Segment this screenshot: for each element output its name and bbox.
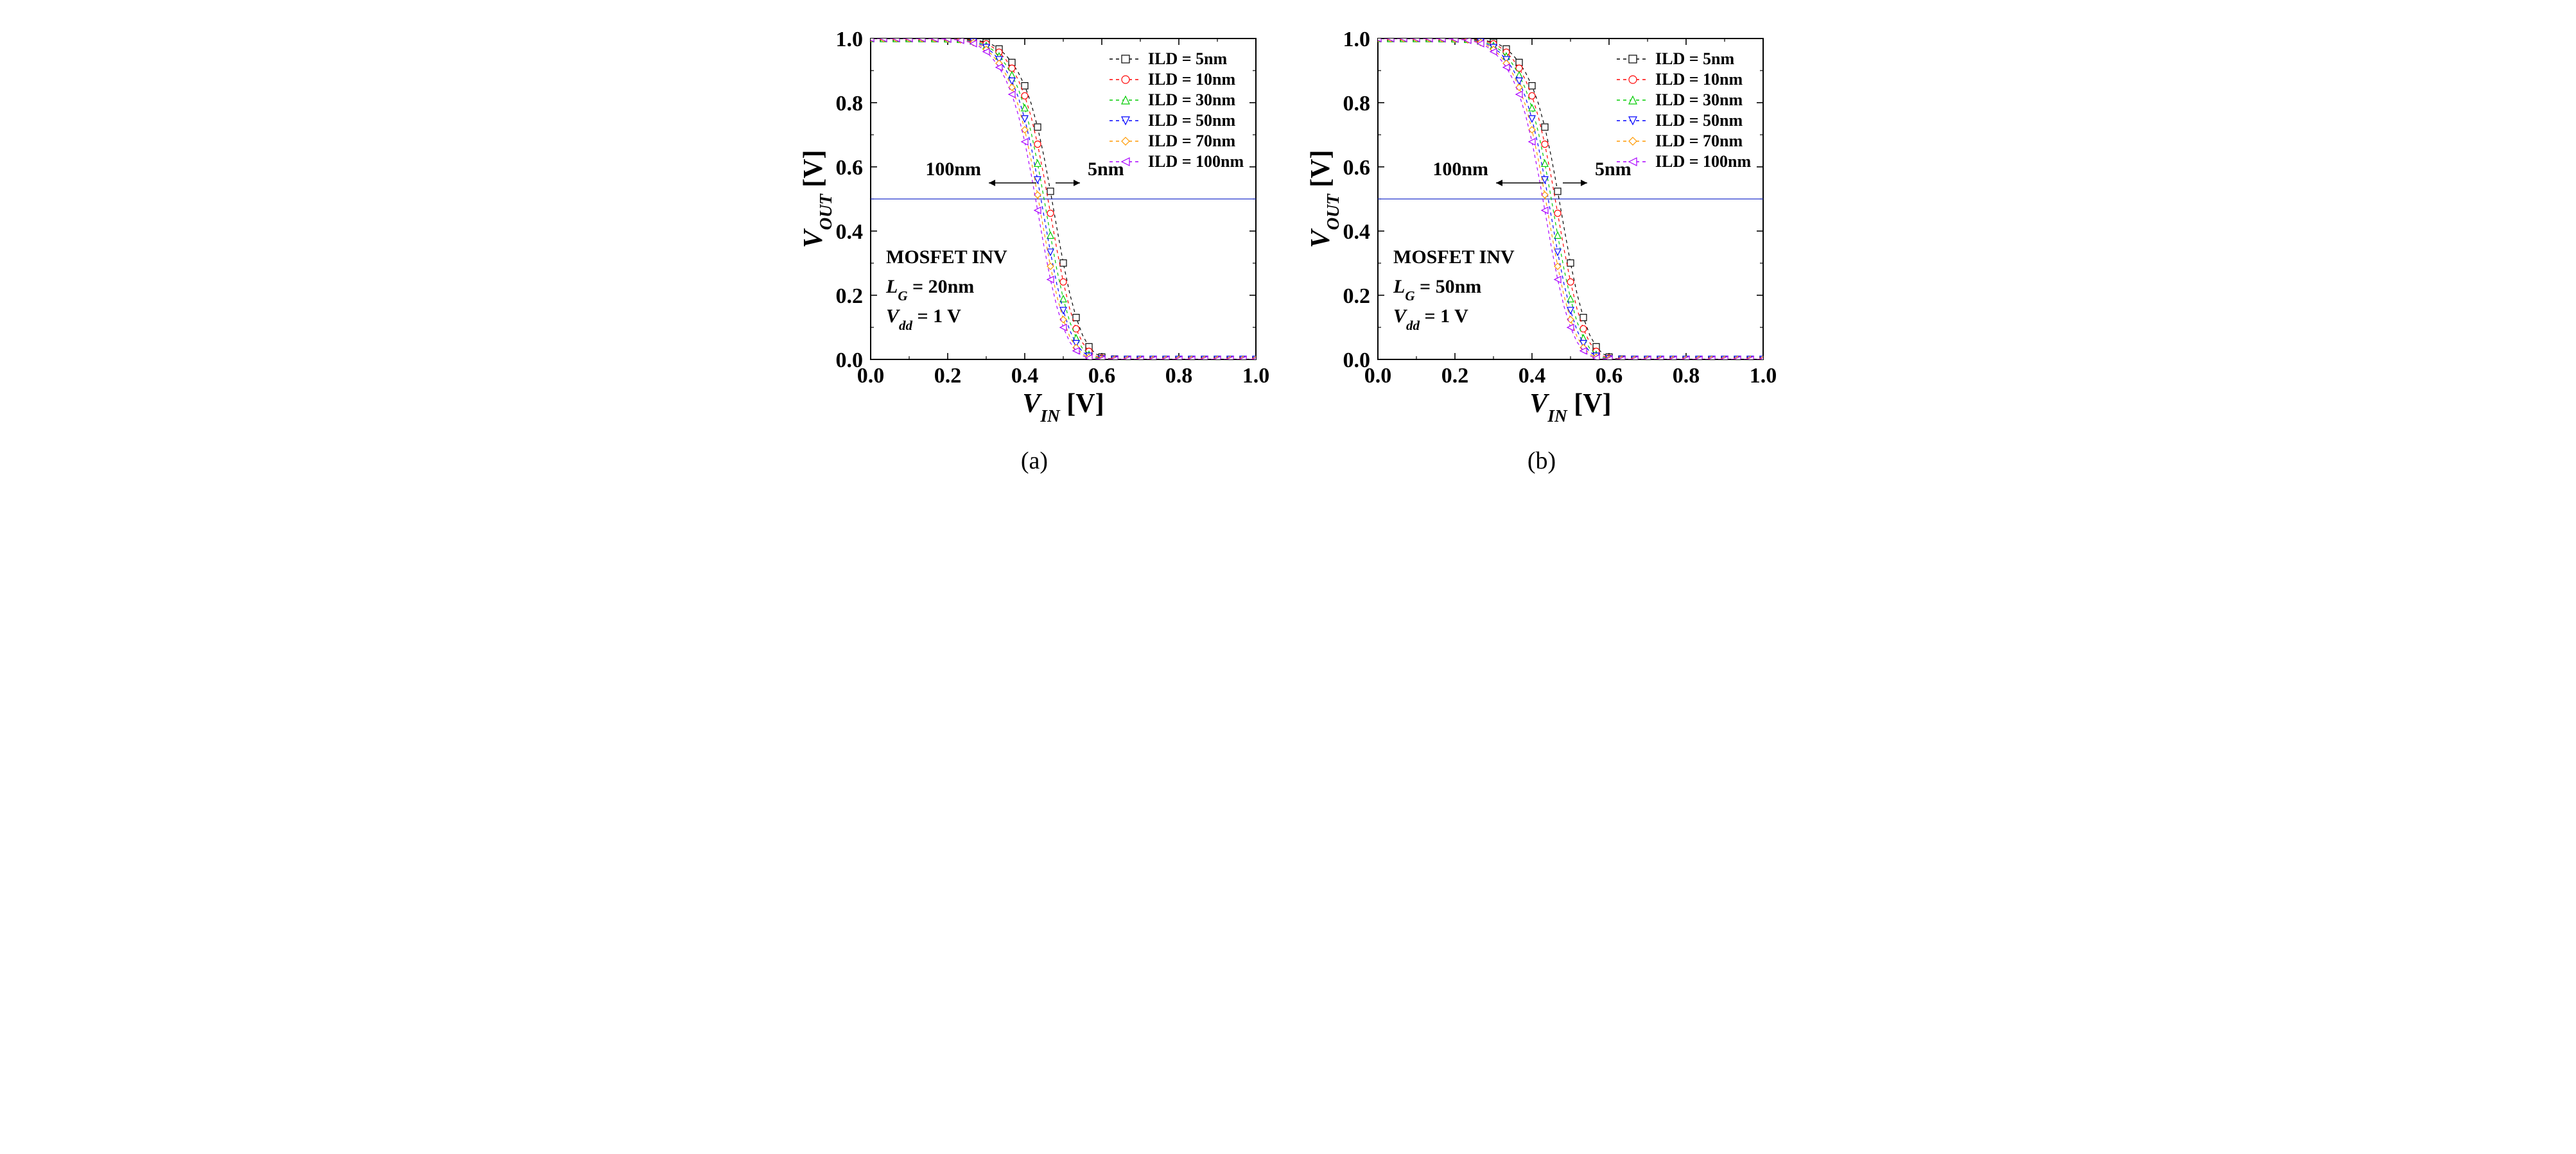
legend-label: ILD = 10nm (1148, 70, 1236, 89)
chart-panel-b: 0.00.20.40.60.81.00.00.20.40.60.81.0VIN … (1307, 26, 1776, 475)
panel-caption: (a) (1021, 447, 1048, 475)
y-tick-label: 0.8 (836, 92, 864, 116)
panel-annotation: MOSFET INV (886, 246, 1007, 268)
panel-annotation: MOSFET INV (1393, 246, 1515, 268)
y-tick-label: 0.0 (836, 349, 864, 372)
legend-label: ILD = 30nm (1148, 90, 1236, 109)
y-tick-label: 1.0 (1343, 28, 1371, 51)
y-tick-label: 0.2 (1343, 284, 1371, 308)
y-axis-label: VOUT [V] (800, 150, 835, 248)
legend-label: ILD = 5nm (1655, 49, 1735, 68)
x-tick-label: 1.0 (1750, 364, 1776, 388)
y-tick-label: 0.8 (1343, 92, 1371, 116)
legend-label: ILD = 50nm (1148, 111, 1236, 130)
y-tick-label: 0.4 (1343, 220, 1371, 244)
x-tick-label: 1.0 (1242, 364, 1269, 388)
x-tick-label: 0.4 (1519, 364, 1546, 388)
legend-label: ILD = 5nm (1148, 49, 1228, 68)
x-tick-label: 0.6 (1088, 364, 1116, 388)
legend-label: ILD = 50nm (1655, 111, 1743, 130)
legend-label: ILD = 100nm (1655, 152, 1752, 171)
chart-panel-a: 0.00.20.40.60.81.00.00.20.40.60.81.0VIN … (800, 26, 1269, 475)
y-tick-label: 0.2 (836, 284, 864, 308)
x-axis-label: VIN [V] (1529, 389, 1611, 424)
legend-label: ILD = 30nm (1655, 90, 1743, 109)
x-tick-label: 0.8 (1165, 364, 1193, 388)
y-tick-label: 0.4 (836, 220, 864, 244)
panel-caption: (b) (1527, 447, 1556, 475)
x-tick-label: 0.2 (1441, 364, 1469, 388)
x-tick-label: 0.2 (934, 364, 962, 388)
legend-label: ILD = 100nm (1148, 152, 1244, 171)
legend-label: ILD = 10nm (1655, 70, 1743, 89)
legend-label: ILD = 70nm (1148, 132, 1236, 150)
x-axis-label: VIN [V] (1022, 389, 1104, 424)
annotation-left: 100nm (925, 159, 981, 180)
x-tick-label: 0.4 (1011, 364, 1039, 388)
y-tick-label: 1.0 (836, 28, 864, 51)
y-tick-label: 0.6 (836, 156, 864, 180)
y-tick-label: 0.6 (1343, 156, 1371, 180)
y-tick-label: 0.0 (1343, 349, 1371, 372)
x-tick-label: 0.6 (1596, 364, 1623, 388)
legend-label: ILD = 70nm (1655, 132, 1743, 150)
y-axis-label: VOUT [V] (1307, 150, 1343, 248)
annotation-left: 100nm (1432, 159, 1488, 180)
x-tick-label: 0.8 (1673, 364, 1700, 388)
